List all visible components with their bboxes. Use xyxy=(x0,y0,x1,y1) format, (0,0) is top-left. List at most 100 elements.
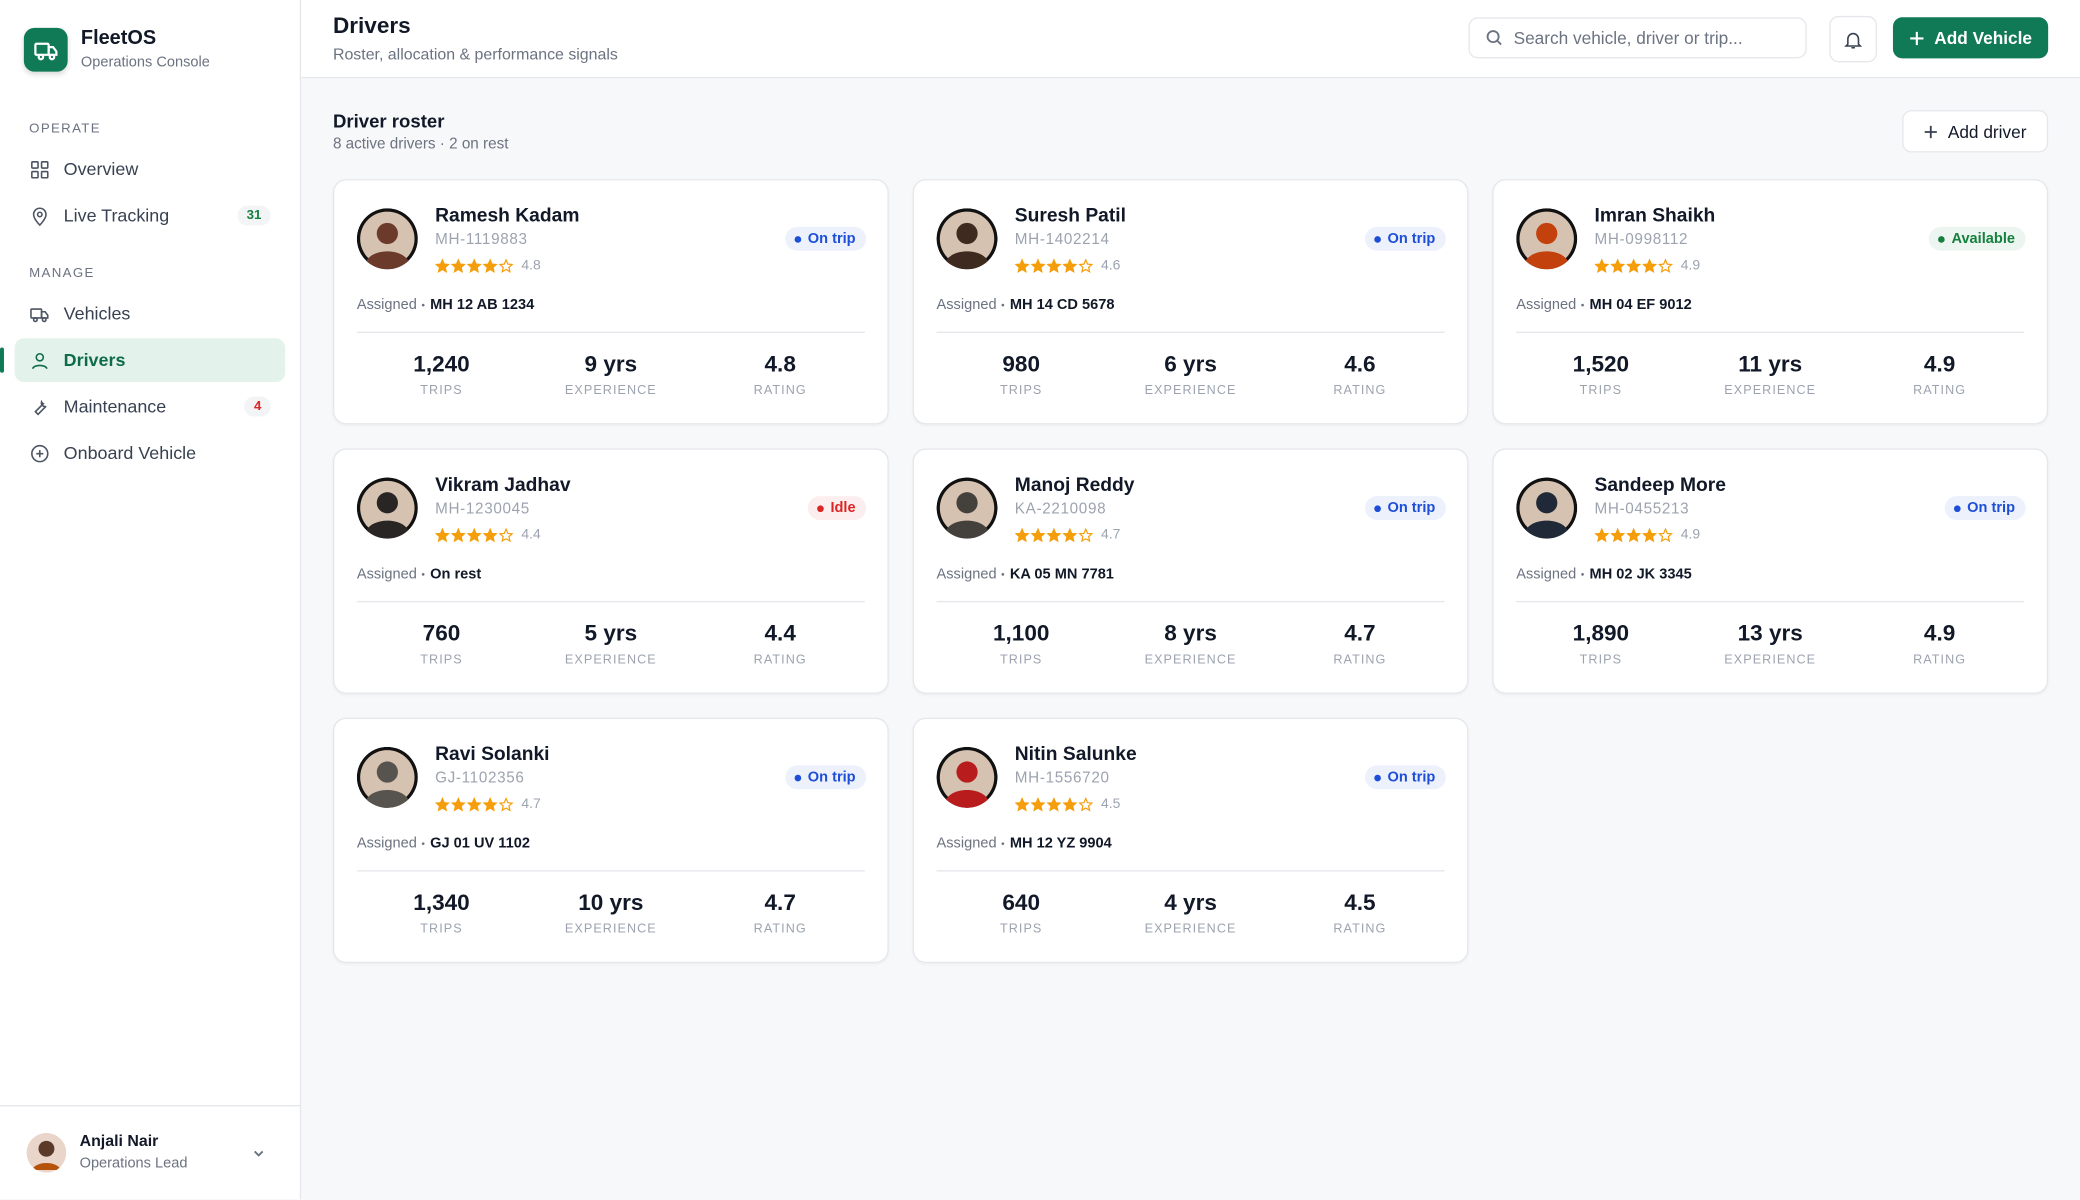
star xyxy=(1078,258,1094,273)
assignment: Assigned GJ 01 UV 1102 xyxy=(357,836,530,852)
separator-dot xyxy=(422,303,425,307)
star xyxy=(451,796,466,811)
stat-value: 980 xyxy=(1002,351,1041,377)
status-label: On trip xyxy=(1387,769,1436,786)
stat-label: TRIPS xyxy=(1579,383,1623,398)
brand-name: FleetOS xyxy=(80,26,157,50)
driver-card[interactable]: Manoj Reddy KA-2210098 4.7 On trip Assigned K… xyxy=(912,448,1469,694)
nav-badge: 31 xyxy=(237,205,271,226)
status-pill: On trip xyxy=(1364,226,1446,251)
stat-value: 4 yrs xyxy=(1164,890,1217,916)
stat-label: TRIPS xyxy=(1579,652,1623,668)
stat-value: 5 yrs xyxy=(584,620,638,647)
star xyxy=(482,796,498,811)
stat: 11 yrs EXPERIENCE xyxy=(1686,352,1855,398)
notifications[interactable] xyxy=(1829,15,1878,63)
stats: 1,890 TRIPS 13 yrs EXPERIENCE 4.9 RATING xyxy=(1516,621,2024,667)
stats: 980 TRIPS 6 yrs EXPERIENCE 4.6 RATING xyxy=(937,352,1445,398)
star xyxy=(1610,258,1625,273)
avatar xyxy=(356,208,418,270)
star xyxy=(1046,796,1062,811)
star xyxy=(435,796,450,811)
driver-card[interactable]: Suresh Patil MH-1402214 4.6 On trip Assigned… xyxy=(912,179,1469,425)
star xyxy=(1046,258,1062,273)
nav-item[interactable]: Vehicles xyxy=(15,292,286,336)
search[interactable]: Search vehicle, driver or trip... xyxy=(1468,17,1807,59)
driver-id: MH-0455213 xyxy=(1594,501,1690,518)
nav-icon xyxy=(31,444,49,462)
stat: 8 yrs EXPERIENCE xyxy=(1106,621,1275,667)
star xyxy=(1014,527,1030,542)
star xyxy=(1046,527,1062,542)
stat-value: 4.5 xyxy=(1344,890,1376,916)
stat: 4.6 RATING xyxy=(1275,352,1444,398)
assigned-vehicle: MH 12 YZ 9904 xyxy=(1009,835,1112,852)
stat-value: 4.9 xyxy=(1923,351,1956,377)
divider xyxy=(356,600,865,603)
driver-id: KA-2210098 xyxy=(1014,501,1107,518)
stat: 980 TRIPS xyxy=(937,352,1106,398)
assigned-label: Assigned xyxy=(356,297,417,314)
roster-summary: 8 active drivers · 2 on rest xyxy=(332,136,509,153)
stats: 1,520 TRIPS 11 yrs EXPERIENCE 4.9 RATING xyxy=(1516,352,2024,398)
stat: 6 yrs EXPERIENCE xyxy=(1106,352,1275,398)
brand[interactable]: FleetOS Operations Console xyxy=(23,26,210,73)
status-label: On trip xyxy=(1387,230,1436,247)
separator-dot xyxy=(422,573,425,576)
driver-card[interactable]: Vikram Jadhav MH-1230045 4.4 Idle Assigned On… xyxy=(332,448,889,694)
nav-label: Overview xyxy=(63,159,139,180)
star xyxy=(1014,258,1030,273)
nav-item[interactable]: Overview xyxy=(15,147,286,191)
rating-small: 4.4 xyxy=(521,526,541,543)
assigned-vehicle: GJ 01 UV 1102 xyxy=(430,835,530,852)
nav-item[interactable]: Onboard Vehicle xyxy=(15,431,286,475)
stat-label: EXPERIENCE xyxy=(1144,383,1237,398)
separator-dot xyxy=(1581,573,1585,576)
stat: 4.8 RATING xyxy=(696,352,865,398)
star xyxy=(1658,258,1673,273)
stat: 1,520 TRIPS xyxy=(1516,352,1685,398)
stat-label: RATING xyxy=(1913,383,1967,398)
avatar xyxy=(1516,477,1578,539)
rating-small: 4.9 xyxy=(1680,257,1701,274)
assigned-label: Assigned xyxy=(936,297,997,314)
nav-section-title: OPERATE xyxy=(29,122,101,137)
driver-card[interactable]: Ramesh Kadam MH-1119883 4.8 On trip Assigned… xyxy=(332,179,889,425)
driver-name: Manoj Reddy xyxy=(1014,474,1135,497)
logo xyxy=(23,27,68,72)
stat-value: 4.4 xyxy=(764,620,796,647)
brand-subtitle: Operations Console xyxy=(80,54,210,71)
driver-name: Nitin Salunke xyxy=(1014,744,1137,766)
stat-label: EXPERIENCE xyxy=(1724,383,1817,398)
status-dot xyxy=(794,235,802,243)
driver-card[interactable]: Nitin Salunke MH-1556720 4.5 On trip Assigne… xyxy=(912,717,1469,964)
topbar: Drivers Roster, allocation & performance… xyxy=(301,0,2080,79)
stat-value: 13 yrs xyxy=(1737,620,1803,647)
stat: 1,240 TRIPS xyxy=(357,352,526,398)
chevron xyxy=(254,1150,264,1157)
nav-item[interactable]: Maintenance 4 xyxy=(15,385,286,429)
add-vehicle-button[interactable]: Add Vehicle xyxy=(1892,17,2049,59)
divider xyxy=(1516,600,2025,603)
driver-card[interactable]: Sandeep More MH-0455213 4.9 On trip Assigned… xyxy=(1492,448,2049,694)
driver-card[interactable]: Imran Shaikh MH-0998112 4.9 Available Assign… xyxy=(1492,179,2049,425)
stat-label: TRIPS xyxy=(999,652,1043,668)
stat-value: 4.6 xyxy=(1344,351,1376,377)
add-driver-button[interactable]: Add driver xyxy=(1902,110,2049,153)
driver-card[interactable]: Ravi Solanki GJ-1102356 4.7 On trip Assigned… xyxy=(332,717,889,964)
nav-item[interactable]: Live Tracking 31 xyxy=(15,194,286,238)
driver-name: Ramesh Kadam xyxy=(435,205,580,227)
nav-item[interactable]: Drivers xyxy=(0,338,286,383)
stat-value: 1,340 xyxy=(413,890,470,916)
status-dot xyxy=(794,774,802,781)
star xyxy=(1030,258,1046,273)
user-menu[interactable]: Anjali Nair Operations Lead xyxy=(0,1104,300,1199)
stat: 5 yrs EXPERIENCE xyxy=(526,621,695,667)
separator-dot xyxy=(422,842,425,845)
status-pill: On trip xyxy=(785,765,867,790)
nav-section-title: MANAGE xyxy=(29,266,95,282)
user-role: Operations Lead xyxy=(79,1155,188,1172)
status-label: Available xyxy=(1951,230,2015,247)
star xyxy=(466,796,482,811)
